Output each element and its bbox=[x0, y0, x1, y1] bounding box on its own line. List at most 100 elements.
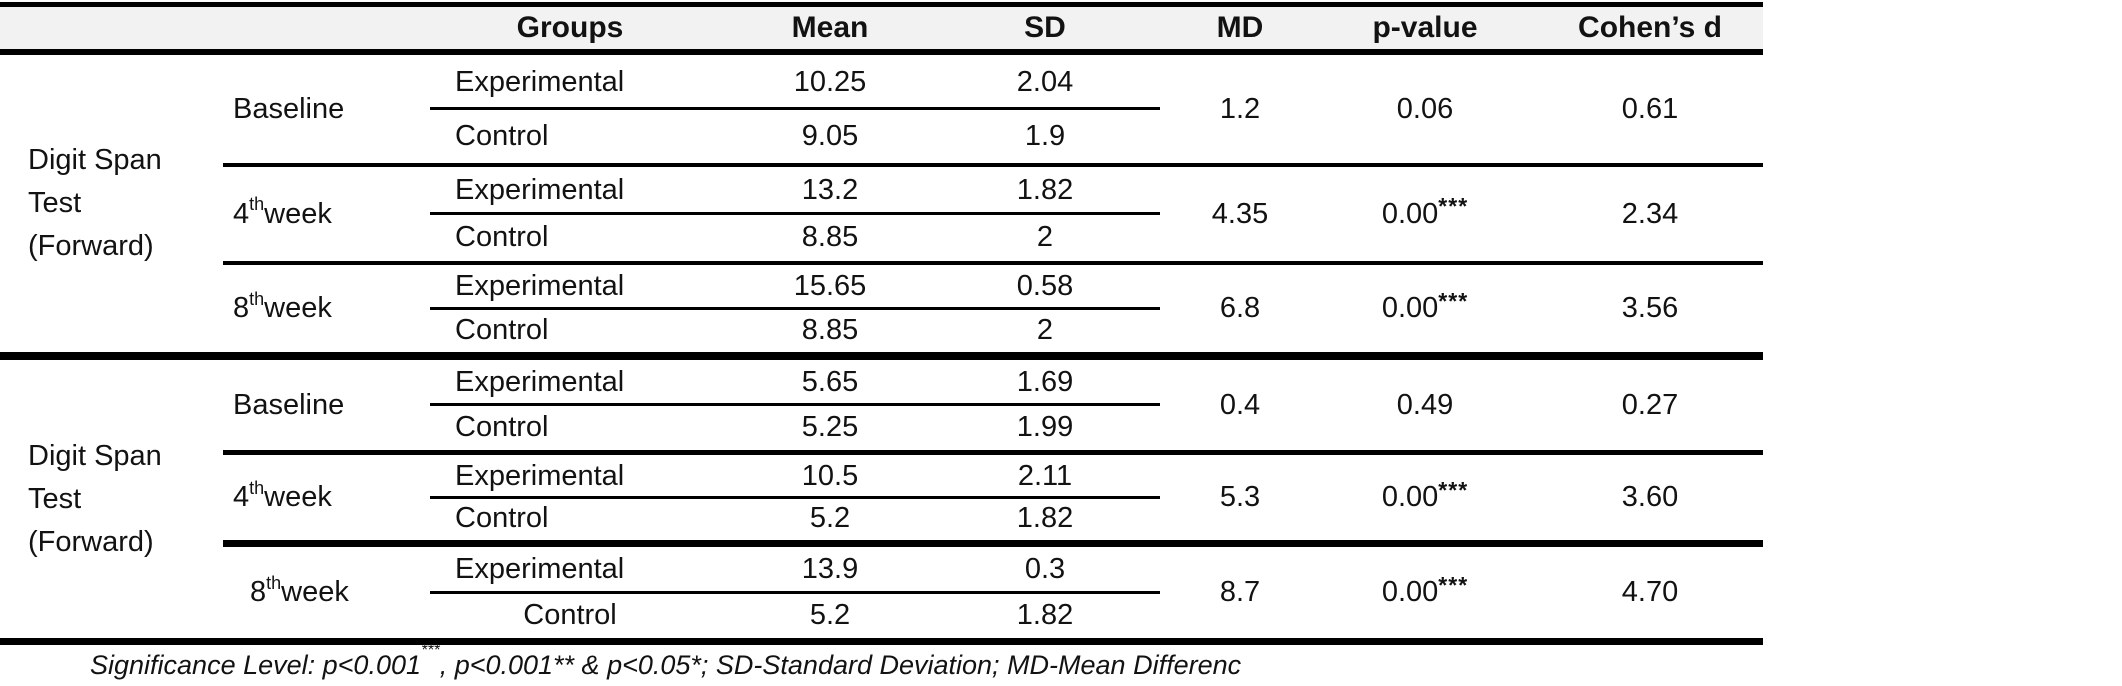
mean-cell: 5.25 bbox=[801, 411, 859, 443]
sd-cell: 2 bbox=[1036, 313, 1054, 346]
period-group-8th-week: Experimental 15.65 0.58 Control 8.85 2 8… bbox=[0, 265, 1763, 352]
test-name-line: (Forward) bbox=[28, 525, 154, 558]
p-value-cell: 0.06 bbox=[1330, 55, 1520, 163]
table-row-experimental: Experimental 10.5 2.11 bbox=[0, 455, 1763, 499]
header-cohens-d: Cohen’s d bbox=[1578, 11, 1722, 44]
group-cell: Experimental bbox=[455, 174, 625, 206]
period-separator bbox=[0, 540, 1763, 547]
group-cell: Experimental bbox=[455, 366, 625, 398]
table-row-experimental: Experimental 13.2 1.82 bbox=[0, 167, 1763, 215]
p-value-text: 0.06 bbox=[1396, 92, 1454, 125]
p-value-text: 0.00 bbox=[1381, 197, 1439, 230]
period-separator bbox=[0, 450, 1763, 455]
experimental-underline bbox=[430, 307, 1160, 310]
separator-line bbox=[223, 163, 1763, 167]
significance-note-text: Significance Level: p<0.001 bbox=[90, 650, 421, 680]
p-value-cell: 0.00 *** bbox=[1381, 287, 1469, 324]
table-row-control: Control 5.2 1.82 bbox=[0, 592, 1763, 638]
table-row-experimental: Experimental 10.25 2.04 bbox=[0, 55, 1763, 110]
mean-cell: 8.85 bbox=[801, 221, 859, 253]
group-cell: Control bbox=[523, 598, 617, 631]
sd-cell: 1.82 bbox=[1016, 502, 1074, 534]
p-value-cell: 0.00 *** bbox=[1381, 571, 1469, 608]
period-text: Baseline bbox=[233, 92, 345, 125]
period-text: 4 bbox=[233, 197, 250, 230]
period-text: week bbox=[281, 576, 349, 608]
header-md: MD bbox=[1216, 11, 1264, 44]
period-label: Baseline bbox=[233, 360, 433, 450]
separator-line bbox=[223, 540, 1763, 547]
section-separator bbox=[0, 352, 1763, 360]
group-cell: Experimental bbox=[455, 270, 625, 302]
group-cell: Control bbox=[455, 411, 549, 443]
test-name-label: Digit Span Test (Forward) bbox=[28, 360, 162, 638]
table-row-control: Control 5.25 1.99 bbox=[0, 405, 1763, 450]
period-text: 8 bbox=[233, 292, 250, 324]
experimental-underline bbox=[430, 591, 1160, 594]
header-sd: SD bbox=[1024, 11, 1066, 44]
period-separator bbox=[0, 163, 1763, 167]
sd-cell: 2.04 bbox=[1016, 65, 1074, 98]
md-cell: 8.7 bbox=[1219, 576, 1261, 608]
header-mean: Mean bbox=[791, 11, 869, 44]
separator-line bbox=[223, 261, 1763, 265]
cohens-d-cell: 0.27 bbox=[1621, 388, 1679, 421]
test-name-line: Digit Span bbox=[28, 439, 162, 472]
significance-note-text: , p<0.001** & p<0.05*; SD-Standard Devia… bbox=[439, 650, 1242, 680]
period-group-8th-week: Experimental 13.9 0.3 Control 5.2 1.82 8… bbox=[0, 547, 1763, 638]
md-cell: 1.2 bbox=[1219, 92, 1261, 125]
sd-cell: 1.82 bbox=[1016, 174, 1074, 206]
p-value-cell: 0.00 *** bbox=[1381, 193, 1469, 230]
period-text: Baseline bbox=[233, 388, 345, 421]
significance-note: Significance Level: p<0.001***, p<0.001*… bbox=[90, 643, 1242, 681]
sd-cell: 0.58 bbox=[1016, 270, 1074, 302]
mean-cell: 5.65 bbox=[801, 366, 859, 398]
cohens-d-cell: 4.70 bbox=[1621, 576, 1679, 608]
cohens-d-cell: 3.60 bbox=[1621, 481, 1679, 513]
experimental-underline bbox=[430, 107, 1160, 110]
group-cell: Control bbox=[455, 313, 549, 346]
sd-cell: 1.69 bbox=[1016, 366, 1074, 398]
period-group-baseline: Experimental 5.65 1.69 Control 5.25 1.99… bbox=[0, 360, 1763, 450]
p-value-text: 0.00 bbox=[1381, 292, 1439, 324]
group-cell: Control bbox=[455, 119, 549, 152]
period-text: 4 bbox=[233, 481, 250, 513]
mean-cell: 15.65 bbox=[793, 270, 867, 302]
p-value-text: 0.00 bbox=[1381, 576, 1439, 608]
table-row-experimental: Experimental 15.65 0.58 bbox=[0, 265, 1763, 310]
p-value-cell: 0.49 bbox=[1330, 360, 1520, 450]
md-cell: 5.3 bbox=[1219, 481, 1261, 513]
period-label: Baseline bbox=[233, 55, 433, 163]
cohens-d-cell: 3.56 bbox=[1621, 292, 1679, 324]
header-groups: Groups bbox=[516, 11, 624, 44]
sd-cell: 1.9 bbox=[1024, 119, 1066, 152]
group-cell: Control bbox=[455, 221, 549, 253]
table-row-control: Control 9.05 1.9 bbox=[0, 109, 1763, 163]
period-group-baseline: Experimental 10.25 2.04 Control 9.05 1.9… bbox=[0, 55, 1763, 163]
table-bottom-border bbox=[0, 638, 1763, 645]
period-separator bbox=[0, 261, 1763, 265]
period-text: week bbox=[264, 481, 332, 513]
mean-cell: 10.25 bbox=[793, 65, 867, 98]
table-section-1: Digit Span Test (Forward) Experimental 1… bbox=[0, 55, 1763, 352]
md-cell: 0.4 bbox=[1219, 388, 1261, 421]
experimental-underline bbox=[430, 496, 1160, 499]
table-row-control: Control 5.2 1.82 bbox=[0, 497, 1763, 540]
sd-cell: 2 bbox=[1036, 221, 1054, 253]
sd-cell: 1.99 bbox=[1016, 411, 1074, 443]
table-row-control: Control 8.85 2 bbox=[0, 214, 1763, 261]
md-cell: 6.8 bbox=[1219, 292, 1261, 324]
mean-cell: 10.5 bbox=[801, 459, 859, 492]
p-value-text: 0.49 bbox=[1396, 388, 1454, 421]
mean-cell: 9.05 bbox=[801, 119, 859, 152]
table-section-2: Digit Span Test (Forward) Experimental 5… bbox=[0, 360, 1763, 638]
group-cell: Experimental bbox=[455, 553, 625, 585]
significance-note-stars: *** bbox=[421, 642, 440, 659]
test-name-line: (Forward) bbox=[28, 230, 154, 262]
